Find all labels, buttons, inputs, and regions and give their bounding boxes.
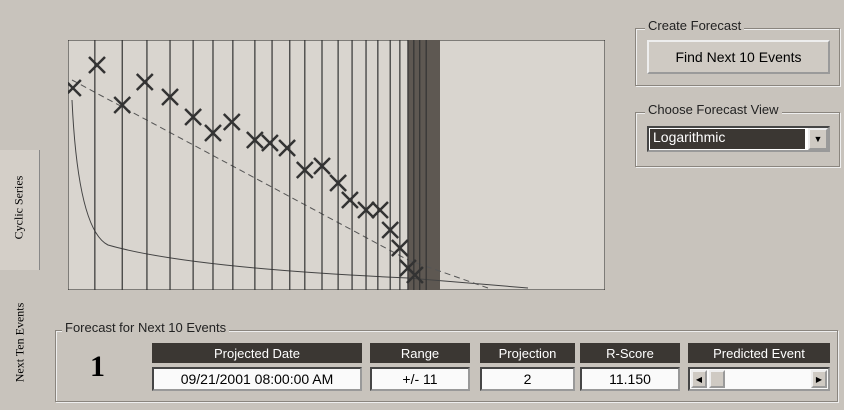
tab-label[interactable]: Cyclic Series [11, 175, 26, 240]
cross [381, 221, 400, 239]
dense-band [408, 40, 440, 290]
cross [278, 139, 296, 157]
cross [371, 201, 389, 219]
cross [329, 174, 347, 192]
group-title: Create Forecast [645, 18, 745, 33]
cross [135, 73, 154, 91]
find-button[interactable]: Find Next 10 Events [647, 40, 830, 74]
cross [261, 134, 279, 152]
column-header: R-Score [580, 343, 680, 363]
cross [68, 79, 82, 97]
cross [313, 157, 331, 175]
scroll-right[interactable]: ▶ [811, 370, 827, 388]
tab-label[interactable]: Next Ten Events [12, 302, 27, 383]
cross [88, 56, 106, 74]
event-index: 1 [90, 350, 105, 383]
cross [161, 88, 179, 106]
scroll-left[interactable]: ◀ [691, 370, 707, 388]
cell-value: 11.150 [580, 367, 680, 391]
column-header: Projection [480, 343, 575, 363]
group-title: Forecast for Next 10 Events [62, 320, 230, 335]
cell-value: 2 [480, 367, 575, 391]
cross [245, 131, 264, 149]
forecast-group [55, 330, 838, 402]
column-header: Range [370, 343, 470, 363]
cross [113, 96, 132, 114]
combo-arrow[interactable]: ▼ [808, 128, 828, 150]
cell-value: +/- 11 [370, 367, 470, 391]
combo-value[interactable]: Logarithmic [650, 129, 805, 149]
scroll-thumb[interactable] [709, 370, 725, 388]
cross [406, 266, 424, 284]
cross [390, 239, 409, 257]
column-header: Predicted Event [688, 343, 830, 363]
group-title: Choose Forecast View [645, 102, 782, 117]
column-header: Projected Date [152, 343, 362, 363]
cross [341, 191, 359, 209]
cross [295, 161, 314, 179]
cross [222, 113, 241, 131]
plot [68, 40, 605, 290]
cross [184, 108, 203, 126]
cross [204, 124, 222, 142]
cross [357, 201, 375, 219]
tab-cyclic[interactable] [0, 150, 40, 270]
plot-frame [68, 40, 605, 290]
cell-value: 09/21/2001 08:00:00 AM [152, 367, 362, 391]
fit-curve [71, 99, 529, 289]
